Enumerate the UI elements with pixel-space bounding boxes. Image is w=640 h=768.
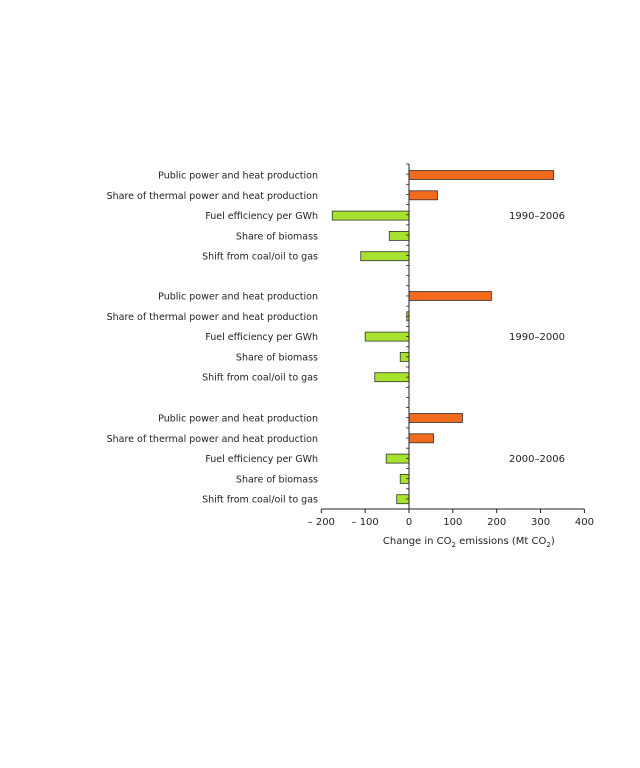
- category-label: Public power and heat production: [158, 171, 318, 182]
- x-tick-label: 300: [531, 517, 550, 528]
- bar: [374, 372, 410, 383]
- category-labels: Public power and heat production Share of…: [107, 171, 318, 506]
- group-label: 2000–2006: [509, 454, 565, 465]
- x-tick-label: 200: [487, 517, 506, 528]
- x-axis-title: Change in CO2 emissions (Mt CO2): [383, 536, 555, 549]
- category-label: Shift from coal/oil to gas: [202, 373, 318, 384]
- category-label: Share of biomass: [236, 352, 318, 363]
- bar: [388, 230, 410, 241]
- category-label: Share of thermal power and heat producti…: [107, 434, 318, 445]
- bar: [408, 413, 463, 423]
- group-label: 1990–2000: [509, 332, 565, 343]
- x-tick-label: 400: [575, 517, 594, 528]
- x-tick-label: – 200: [308, 517, 335, 528]
- category-label: Share of biomass: [236, 231, 318, 242]
- bar: [360, 251, 410, 262]
- category-label: Shift from coal/oil to gas: [202, 495, 318, 506]
- x-tick-label: – 100: [352, 517, 379, 528]
- bar: [364, 331, 410, 342]
- category-label: Share of thermal power and heat producti…: [107, 312, 318, 323]
- category-label: Fuel efficiency per GWh: [205, 332, 318, 343]
- x-tick-label: 100: [443, 517, 462, 528]
- group-labels: 1990–2006 1990–2000 2000–2006: [509, 211, 565, 465]
- bar: [408, 170, 555, 180]
- bar: [408, 190, 438, 201]
- group-label: 1990–2006: [509, 211, 565, 222]
- category-label: Share of biomass: [236, 474, 318, 485]
- category-label: Share of thermal power and heat producti…: [107, 191, 318, 202]
- category-label: Public power and heat production: [158, 292, 318, 303]
- bar: [385, 453, 410, 464]
- bar: [331, 210, 410, 221]
- x-axis: – 200 – 100 0 100 200 300 400: [308, 163, 594, 528]
- x-tick-label: 0: [406, 517, 412, 528]
- bar: [408, 433, 434, 444]
- category-label: Shift from coal/oil to gas: [202, 252, 318, 263]
- category-label: Fuel efficiency per GWh: [205, 211, 318, 222]
- category-label: Public power and heat production: [158, 414, 318, 425]
- category-label: Fuel efficiency per GWh: [205, 454, 318, 465]
- bar: [408, 291, 492, 301]
